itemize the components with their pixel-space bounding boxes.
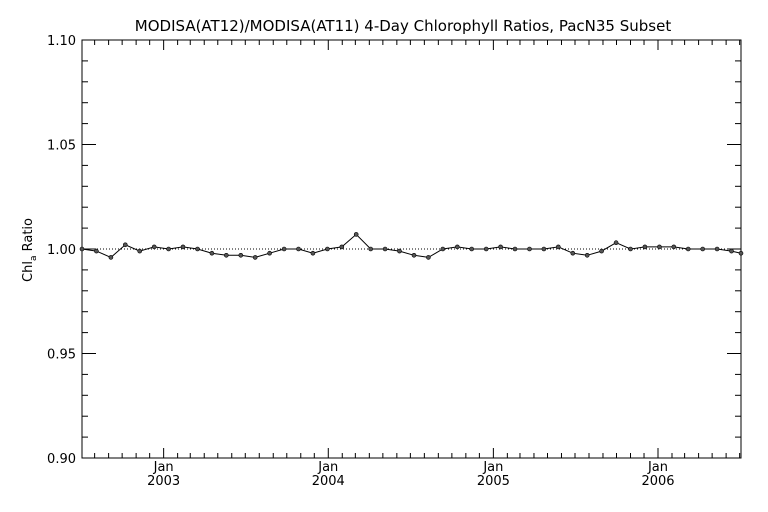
x-tick-month: Jan	[482, 460, 503, 475]
data-point	[570, 250, 576, 256]
x-tick-month: Jan	[317, 460, 338, 475]
data-point	[657, 244, 662, 250]
y-axis-label-main: Chl	[21, 261, 36, 282]
data-point	[527, 246, 532, 252]
data-point	[368, 246, 374, 252]
data-point	[224, 253, 229, 258]
data-point	[382, 246, 388, 252]
data-point	[281, 246, 287, 252]
x-tick-year: 2003	[147, 474, 180, 489]
data-point	[738, 250, 744, 256]
data-point	[541, 246, 547, 252]
y-axis-label-suffix: Ratio	[21, 218, 36, 256]
data-point	[180, 244, 186, 250]
plot-frame	[81, 39, 742, 459]
data-point	[108, 255, 114, 260]
data-point	[613, 240, 619, 245]
x-tick-month: Jan	[153, 460, 174, 475]
data-point	[267, 250, 272, 256]
data-point	[353, 232, 359, 237]
data-point	[195, 246, 200, 252]
x-tick-year: 2006	[641, 474, 674, 489]
data-point	[714, 246, 720, 252]
data-point	[151, 244, 157, 250]
data-point	[628, 246, 633, 252]
y-axis-label: Chla Ratio	[21, 218, 39, 282]
chart-title: MODISA(AT12)/MODISA(AT11) 4-Day Chloroph…	[135, 17, 672, 35]
data-point	[469, 246, 475, 252]
data-point	[79, 246, 85, 252]
data-point	[685, 246, 691, 252]
data-point	[411, 253, 417, 258]
x-tick-month: Jan	[647, 460, 668, 475]
data-point	[700, 246, 706, 252]
x-tick-year: 2004	[312, 474, 345, 489]
data-point	[252, 255, 258, 260]
data-point	[599, 248, 604, 254]
data-point	[584, 253, 590, 258]
data-point	[440, 246, 446, 252]
data-point	[642, 244, 648, 250]
y-tick-label: 0.90	[47, 452, 76, 467]
data-point	[397, 248, 402, 254]
data-point	[555, 244, 561, 250]
data-point	[671, 244, 677, 250]
series-group	[79, 232, 744, 260]
data-point	[94, 248, 99, 254]
data-point	[296, 246, 301, 252]
axis-ticks: 0.900.951.001.051.10Jan2003Jan2004Jan200…	[47, 34, 741, 489]
x-tick-year: 2005	[477, 474, 510, 489]
svg-text:Chla Ratio: Chla Ratio	[21, 218, 39, 282]
y-axis-label-subscript: a	[29, 256, 39, 262]
y-tick-label: 1.00	[47, 243, 76, 258]
data-point	[729, 248, 734, 254]
data-point	[137, 248, 142, 254]
data-point	[512, 246, 518, 252]
data-point	[498, 244, 503, 250]
data-point	[123, 242, 128, 248]
data-point	[426, 255, 431, 260]
data-point	[310, 250, 316, 256]
y-tick-label: 1.05	[47, 139, 76, 154]
data-point	[209, 250, 215, 256]
series-line	[81, 233, 742, 258]
data-point	[166, 246, 171, 252]
y-tick-label: 1.10	[47, 34, 76, 49]
data-point	[454, 244, 460, 250]
data-point	[325, 246, 330, 252]
y-tick-label: 0.95	[47, 348, 76, 363]
data-point	[483, 246, 489, 252]
data-point	[339, 244, 345, 250]
data-point	[238, 253, 244, 258]
